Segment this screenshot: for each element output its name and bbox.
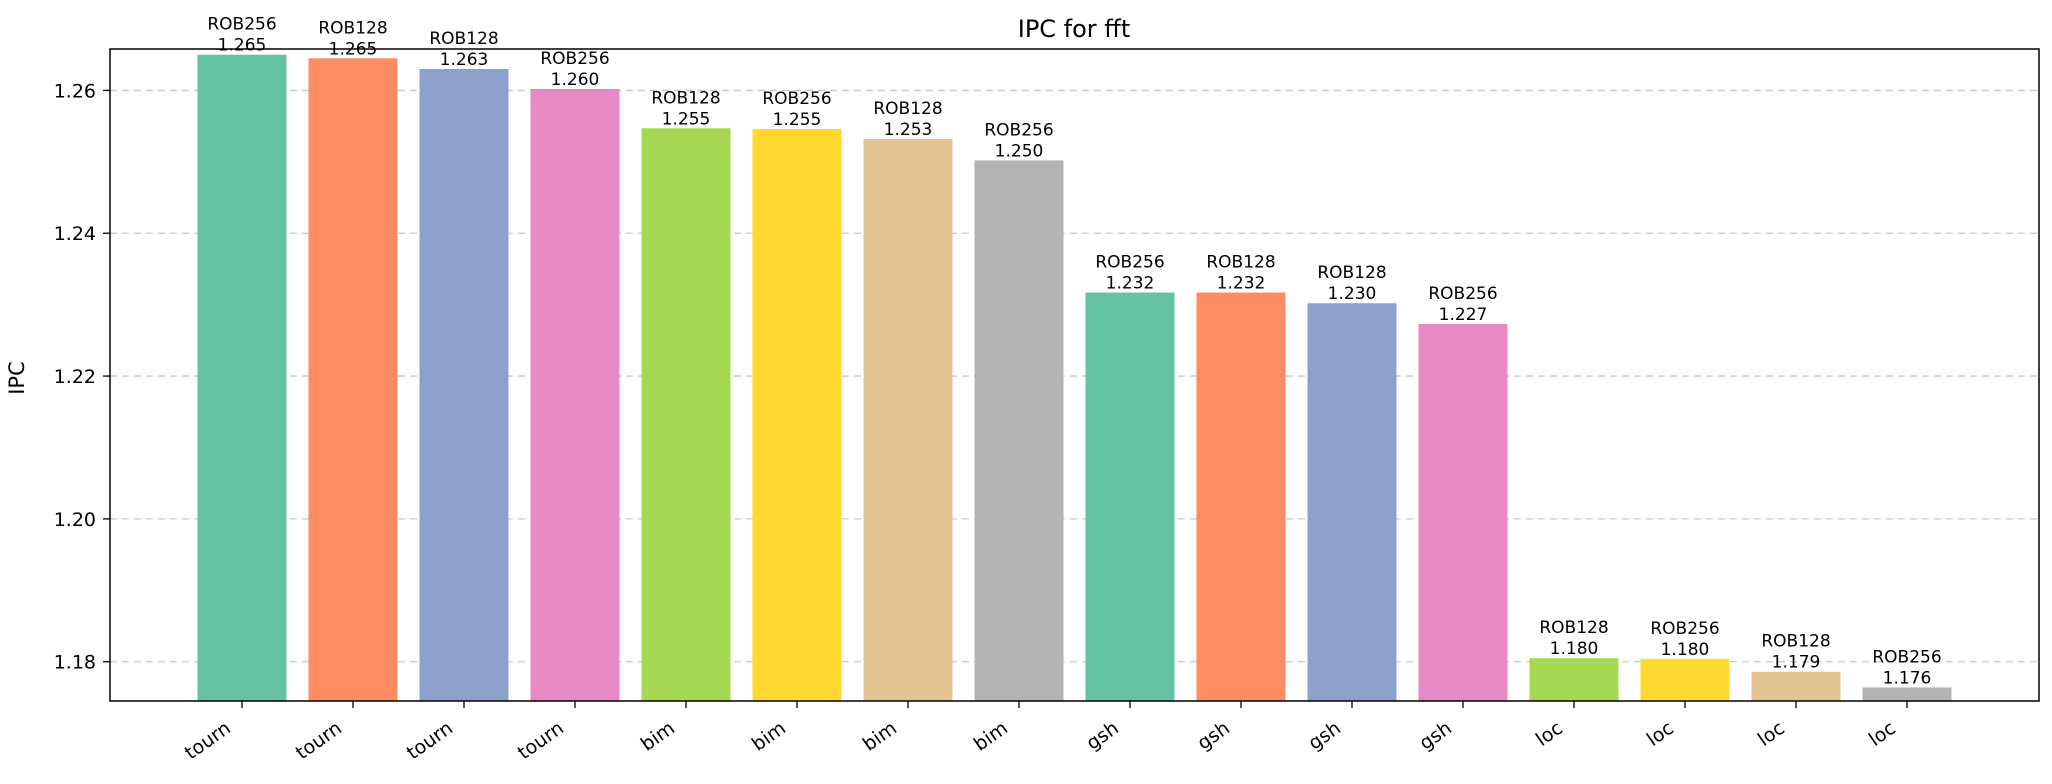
bar-config-label: ROB128 (873, 99, 942, 119)
y-axis-ticks: 1.18 1.20 1.22 1.24 1.26 (54, 80, 110, 674)
bar (974, 160, 1064, 701)
bar-value-label: 1.260 (551, 70, 600, 90)
bar (1751, 671, 1841, 701)
bar-config-label: ROB256 (1428, 284, 1497, 304)
x-tick-label: bim (859, 717, 901, 756)
x-tick-label: tourn (181, 717, 235, 764)
bar (752, 128, 842, 701)
grid-lines (110, 89, 2039, 663)
bar-value-label: 1.230 (1328, 284, 1377, 304)
bar-value-label: 1.227 (1439, 305, 1488, 325)
bar-config-label: ROB256 (1095, 253, 1164, 273)
bar-value-label: 1.179 (1772, 653, 1821, 673)
bar-config-label: ROB256 (984, 120, 1053, 140)
bar-value-label: 1.232 (1106, 274, 1155, 294)
bar-config-label: ROB256 (762, 89, 831, 109)
x-tick-label: loc (1643, 717, 1678, 751)
bar-value-label: 1.176 (1883, 668, 1932, 688)
bars (197, 54, 1952, 702)
bar (308, 58, 398, 701)
y-tick-label: 1.22 (54, 366, 96, 388)
bar-value-label: 1.265 (218, 36, 267, 56)
x-tick-label: loc (1532, 717, 1567, 751)
bar-config-label: ROB128 (1539, 618, 1608, 638)
x-tick-label: gsh (1304, 717, 1344, 755)
x-tick-label: bim (637, 717, 679, 756)
bar (1529, 658, 1619, 701)
bar (1307, 303, 1397, 701)
bar-value-label: 1.263 (440, 50, 489, 70)
bar-value-label: 1.255 (773, 110, 822, 130)
bar-value-label: 1.232 (1217, 274, 1266, 294)
x-tick-label: gsh (1415, 717, 1455, 755)
bar-config-label: ROB128 (429, 29, 498, 49)
bar-config-label: ROB256 (1872, 647, 1941, 667)
bar-config-label: ROB128 (318, 18, 387, 38)
x-tick-label: tourn (292, 717, 346, 764)
bar (419, 68, 509, 702)
bar-value-label: 1.255 (662, 109, 711, 129)
bar-value-label: 1.253 (884, 120, 933, 140)
bar (641, 128, 731, 702)
bar-config-label: ROB128 (1317, 263, 1386, 283)
chart-title: IPC for fft (1018, 15, 1131, 43)
plot-frame (109, 48, 2040, 702)
bar (197, 54, 287, 702)
x-tick-label: bim (748, 717, 790, 756)
y-tick-label: 1.26 (54, 80, 96, 102)
bar (530, 88, 620, 702)
bar (1418, 323, 1508, 701)
bar-value-label: 1.180 (1550, 639, 1599, 659)
y-axis-label: IPC (5, 361, 29, 395)
bar-config-label: ROB128 (1761, 632, 1830, 652)
x-tick-label: gsh (1082, 717, 1122, 755)
bar-config-label: ROB128 (1206, 253, 1275, 273)
y-tick-label: 1.24 (54, 223, 96, 245)
bar (1640, 658, 1730, 701)
y-tick-label: 1.18 (54, 652, 96, 674)
bar (1862, 687, 1952, 701)
x-tick-label: loc (1865, 717, 1900, 751)
bar (863, 138, 953, 701)
bar-config-label: ROB256 (540, 49, 609, 69)
x-tick-label: bim (970, 717, 1012, 756)
bar-value-label: 1.180 (1661, 640, 1710, 660)
y-tick-label: 1.20 (54, 509, 96, 531)
x-axis-ticks: tourn tourn tourn tourn bim bim bim bim gsh gsh gs… (181, 701, 1908, 764)
x-tick-label: gsh (1193, 717, 1233, 755)
bar-value-label: 1.250 (995, 141, 1044, 161)
bar-config-label: ROB128 (651, 88, 720, 108)
bar-config-label: ROB256 (207, 15, 276, 35)
bar (1196, 292, 1286, 701)
x-tick-label: tourn (514, 717, 568, 764)
x-tick-label: loc (1754, 717, 1789, 751)
bar (1085, 292, 1175, 701)
x-tick-label: tourn (403, 717, 457, 764)
bar-config-label: ROB256 (1650, 619, 1719, 639)
